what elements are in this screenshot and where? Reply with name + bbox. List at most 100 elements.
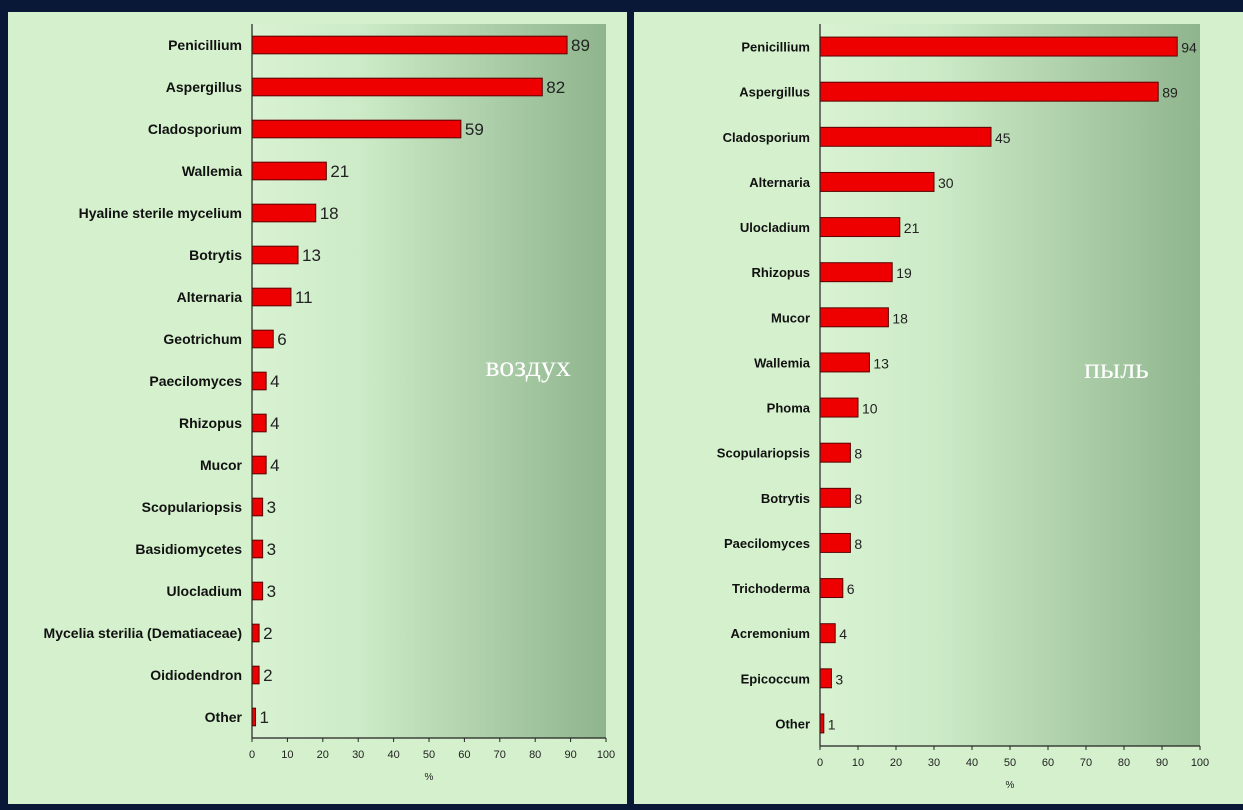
bar (251, 413, 267, 433)
x-tick-label: 80 (1118, 757, 1130, 769)
bar (819, 126, 992, 147)
data-label: 13 (873, 355, 889, 371)
x-axis-label: % (1006, 780, 1015, 791)
chart-air: воздух Penicillium 89 Aspergillus 82 Cladospo… (44, 24, 615, 783)
category-label: Ulocladium (740, 220, 810, 235)
bar (251, 455, 267, 475)
category-label: Alternaria (177, 289, 243, 305)
bar (251, 497, 264, 517)
category-label: Aspergillus (166, 79, 242, 95)
x-tick-label: 0 (249, 749, 255, 761)
data-label: 45 (995, 130, 1011, 146)
bar (819, 217, 901, 238)
category-label: Penicillium (168, 37, 242, 53)
x-tick-label: 70 (1080, 757, 1092, 769)
category-label: Scopulariopsis (142, 499, 243, 515)
plot-area (252, 24, 606, 738)
category-label: Acremonium (731, 626, 810, 641)
category-label: Cladosporium (148, 121, 242, 137)
data-label: 8 (854, 536, 862, 552)
x-tick-label: 40 (966, 757, 978, 769)
data-label: 4 (270, 414, 279, 433)
chart-annotation: пыль (1084, 352, 1149, 385)
data-label: 10 (862, 401, 878, 417)
chart-dust: пыль Penicillium 94 Aspergillus 89 Cladospori… (717, 24, 1209, 791)
data-label: 11 (295, 288, 313, 307)
bar (251, 539, 264, 559)
x-tick-label: 30 (352, 749, 364, 761)
x-tick-label: 90 (564, 749, 576, 761)
x-tick-label: 70 (494, 749, 506, 761)
data-label: 3 (267, 582, 276, 601)
data-label: 3 (835, 671, 843, 687)
data-label: 59 (465, 120, 484, 139)
data-label: 94 (1181, 40, 1197, 56)
bar (251, 119, 462, 139)
category-label: Scopulariopsis (717, 446, 810, 461)
data-label: 8 (854, 491, 862, 507)
category-label: Botrytis (189, 247, 242, 263)
data-label: 4 (839, 626, 847, 642)
bar (251, 665, 260, 685)
data-label: 3 (267, 498, 276, 517)
data-label: 4 (270, 456, 279, 475)
x-tick-label: 30 (928, 757, 940, 769)
category-label: Rhizopus (752, 265, 811, 280)
x-tick-label: 100 (1191, 757, 1209, 769)
category-label: Basidiomycetes (135, 541, 242, 557)
data-label: 6 (277, 330, 286, 349)
bar (251, 581, 264, 601)
data-label: 2 (263, 624, 272, 643)
data-label: 18 (892, 310, 908, 326)
data-label: 89 (571, 36, 590, 55)
x-tick-label: 100 (597, 749, 615, 761)
category-label: Alternaria (749, 175, 810, 190)
data-label: 21 (330, 162, 349, 181)
category-label: Ulocladium (167, 583, 242, 599)
bar (819, 623, 836, 644)
data-label: 3 (267, 540, 276, 559)
x-tick-label: 90 (1156, 757, 1168, 769)
category-label: Wallemia (182, 163, 242, 179)
data-label: 30 (938, 175, 954, 191)
chart-panel-dust: пыль Penicillium 94 Aspergillus 89 Cladospori… (634, 12, 1243, 804)
category-label: Other (205, 709, 243, 725)
bar (251, 245, 299, 265)
data-label: 13 (302, 246, 321, 265)
bar (251, 371, 267, 391)
category-label: Cladosporium (723, 130, 810, 145)
category-label: Trichoderma (732, 581, 811, 596)
x-tick-label: 50 (423, 749, 435, 761)
data-label: 8 (854, 446, 862, 462)
chart-panel-air: воздух Penicillium 89 Aspergillus 82 Cladospo… (8, 12, 627, 804)
bar (819, 81, 1159, 102)
category-label: Other (775, 716, 810, 731)
bar (251, 161, 327, 181)
x-tick-label: 20 (317, 749, 329, 761)
bar (819, 352, 870, 373)
x-axis-label: % (425, 772, 434, 783)
category-label: Botrytis (761, 491, 810, 506)
chart-annotation: воздух (485, 350, 571, 383)
bar (251, 623, 260, 643)
bar (819, 487, 851, 508)
category-label: Mucor (771, 310, 810, 325)
category-label: Hyaline sterile mycelium (79, 205, 242, 221)
x-tick-label: 80 (529, 749, 541, 761)
x-tick-label: 10 (281, 749, 293, 761)
category-label: Geotrichum (163, 331, 242, 347)
category-label: Wallemia (754, 355, 811, 370)
category-label: Mucor (200, 457, 243, 473)
bar (251, 287, 292, 307)
bar (251, 203, 317, 223)
bar (819, 307, 889, 328)
category-label: Epicoccum (741, 671, 810, 686)
data-label: 2 (263, 666, 272, 685)
bar (251, 77, 543, 97)
category-label: Paecilomyces (724, 536, 810, 551)
category-label: Phoma (767, 401, 811, 416)
category-label: Paecilomyces (149, 373, 242, 389)
x-tick-label: 20 (890, 757, 902, 769)
data-label: 82 (546, 78, 565, 97)
x-tick-label: 50 (1004, 757, 1016, 769)
